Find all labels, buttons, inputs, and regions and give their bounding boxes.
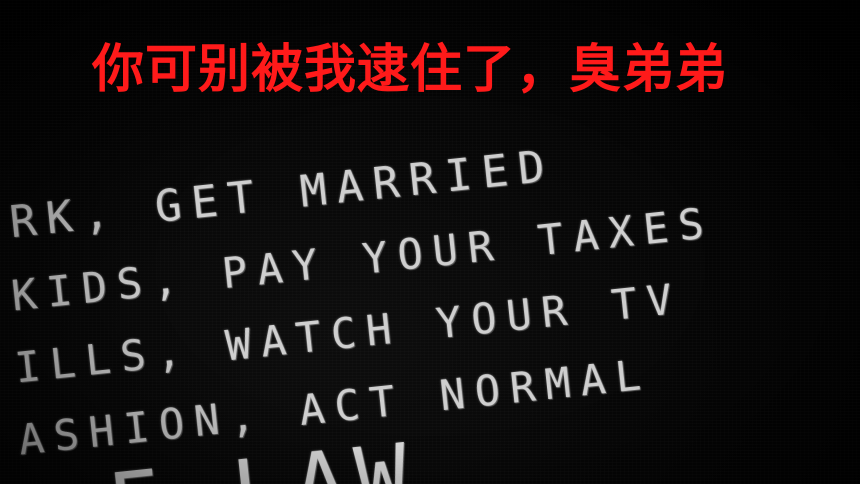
subtitle-caption: 你可别被我逮住了，臭弟弟 bbox=[92, 40, 729, 100]
